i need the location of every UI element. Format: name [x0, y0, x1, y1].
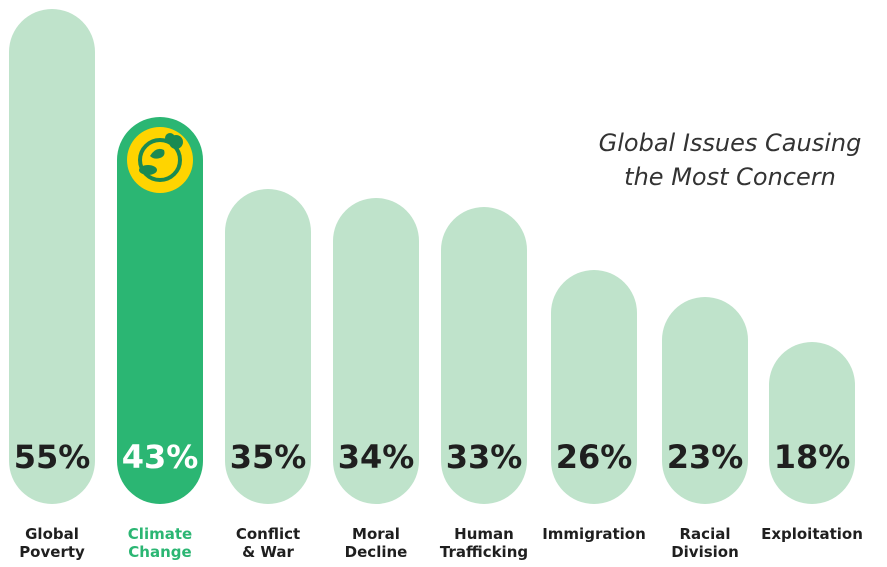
category-label-line: & War [242, 543, 294, 561]
category-label-exploitation: Exploitation [761, 525, 863, 543]
value-label-global-poverty: 55% [14, 438, 91, 476]
category-label-line: Division [671, 543, 739, 561]
value-label-exploitation: 18% [774, 438, 851, 476]
value-label-racial-division: 23% [667, 438, 744, 476]
category-label-line: Poverty [19, 543, 85, 561]
value-label-conflict-war: 35% [230, 438, 307, 476]
cloud [139, 165, 157, 175]
value-label-moral-decline: 34% [338, 438, 415, 476]
bar-human-trafficking [441, 207, 527, 504]
category-label-moral-decline: Moral Decline [345, 525, 408, 561]
bar-global-poverty [9, 9, 95, 504]
bar-racial-division [662, 297, 748, 504]
bar-immigration [551, 270, 637, 504]
category-label-line: Moral [352, 525, 400, 543]
category-label-line: Exploitation [761, 525, 863, 543]
globe-with-tree-icon [127, 127, 193, 193]
bar-moral-decline [333, 198, 419, 504]
category-label-human-trafficking: Human Trafficking [440, 525, 528, 561]
tree-canopy-2 [165, 133, 175, 143]
category-label-line: Racial [680, 525, 731, 543]
icon-circle [127, 127, 193, 193]
category-label-line: Trafficking [440, 543, 528, 561]
bar-conflict-war [225, 189, 311, 504]
category-label-line: Global [25, 525, 79, 543]
category-label-line: Climate [128, 525, 192, 543]
bar-climate-change [117, 117, 203, 504]
value-label-human-trafficking: 33% [446, 438, 523, 476]
category-label-line: Immigration [542, 525, 646, 543]
category-label-racial-division: Racial Division [671, 525, 739, 561]
category-label-immigration: Immigration [542, 525, 646, 543]
category-label-climate-change: Climate Change [128, 525, 192, 561]
bar-exploitation [769, 342, 855, 504]
globe-ring [138, 138, 182, 182]
globe-land [150, 148, 165, 159]
chart-title: Global Issues Causing the Most Concern [598, 129, 862, 191]
category-label-global-poverty: Global Poverty [19, 525, 85, 561]
category-label-line: Decline [345, 543, 408, 561]
value-label-immigration: 26% [556, 438, 633, 476]
category-label-line: Conflict [236, 525, 300, 543]
category-label-conflict-war: Conflict & War [236, 525, 300, 561]
category-label-line: Change [128, 543, 191, 561]
category-label-line: Human [454, 525, 514, 543]
value-label-climate-change: 43% [122, 438, 199, 476]
